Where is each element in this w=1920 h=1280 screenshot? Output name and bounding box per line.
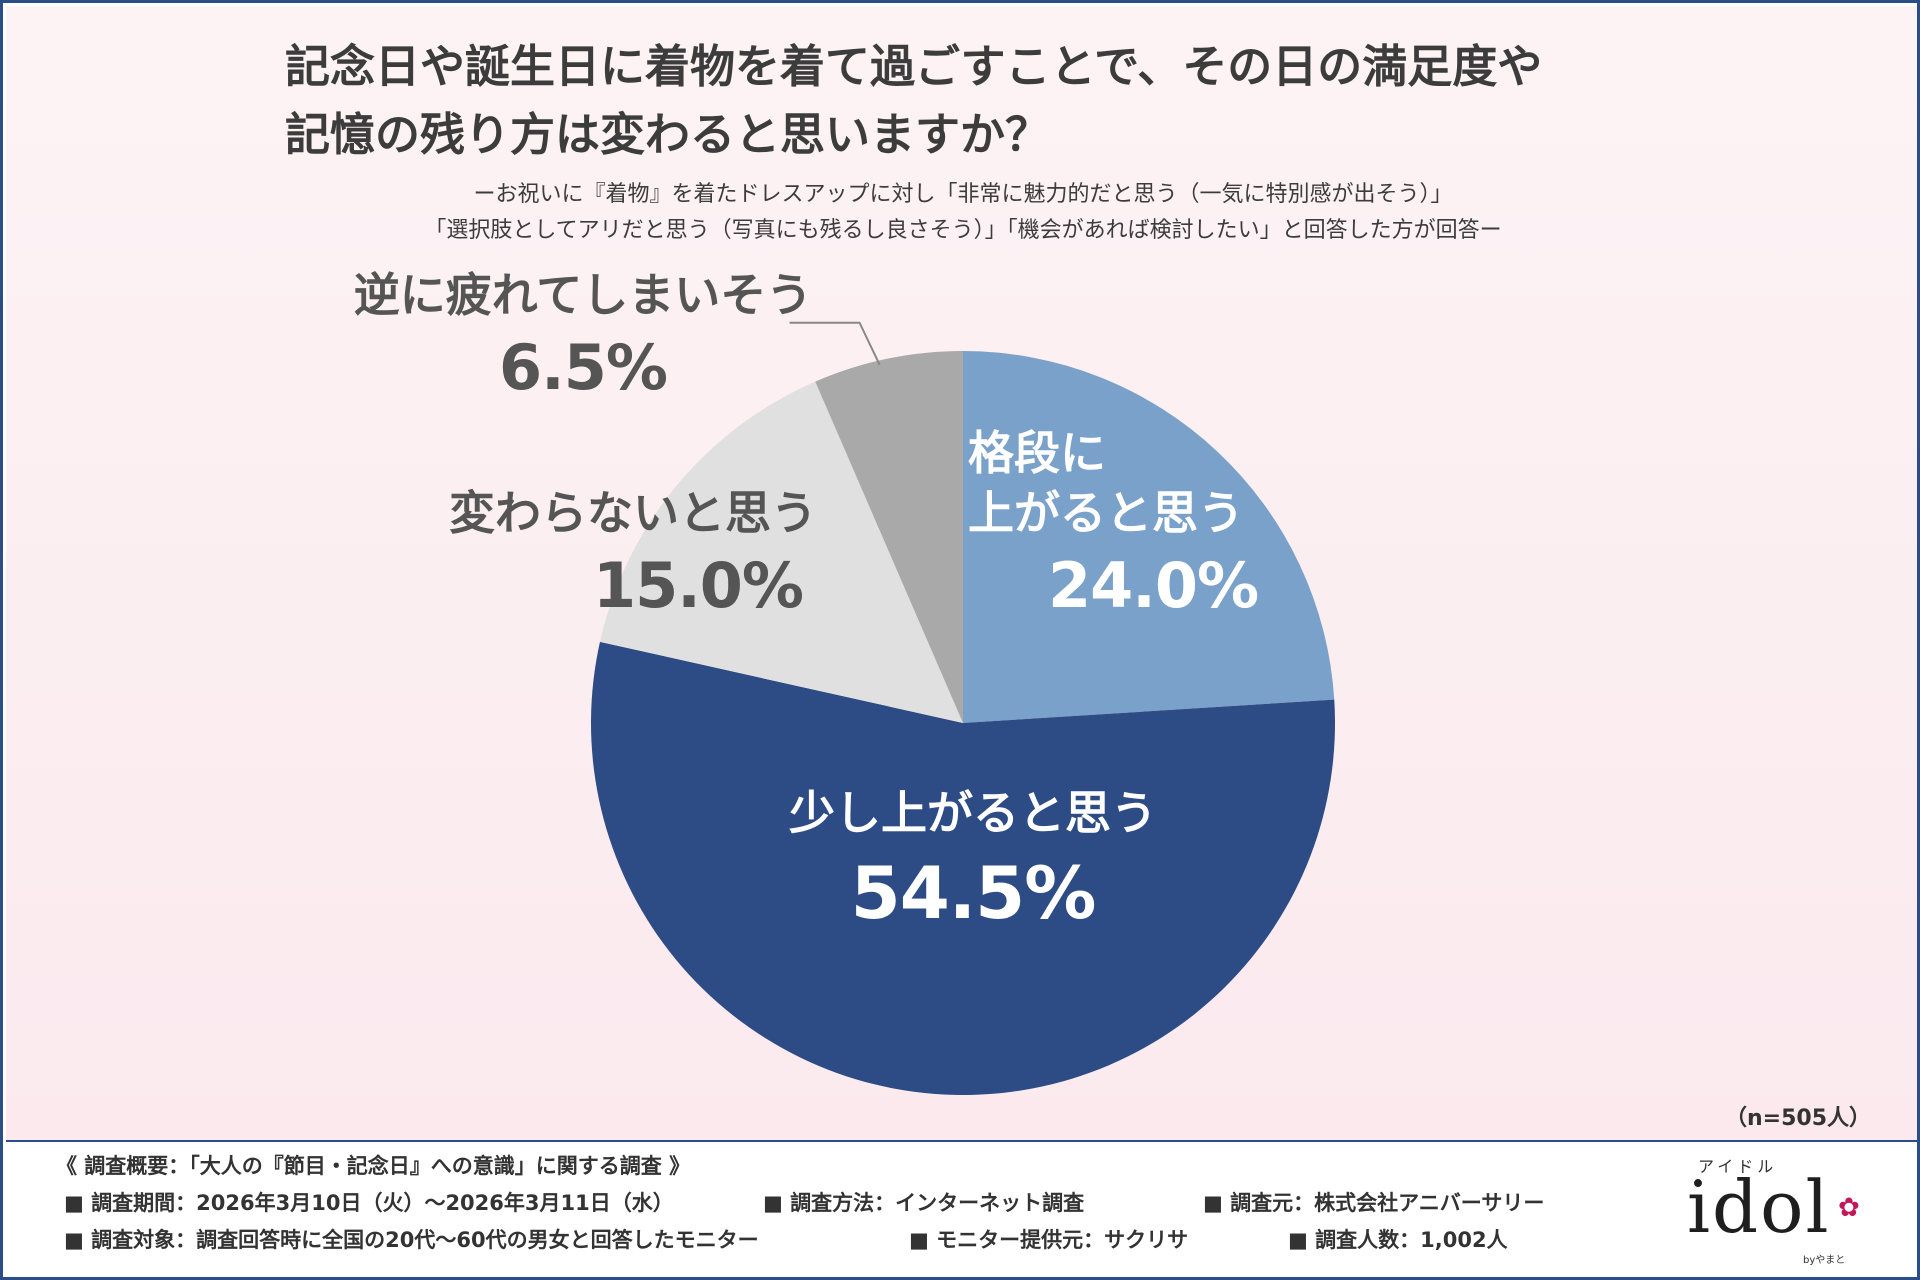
slice-name: 少し上がると思う xyxy=(789,786,1157,840)
logo-kana: アイドル xyxy=(1698,1157,1778,1176)
monitor-provider-text: モニター提供元：サクリサ xyxy=(936,1228,1189,1252)
logo-word: idol xyxy=(1687,1165,1831,1249)
monitor-provider: ■ モニター提供元：サクリサ xyxy=(909,1228,1189,1252)
logo-by: byやまと xyxy=(1803,1255,1846,1266)
subtitle-line-2: 「選択肢としてアリだと思う（写真にも残るし良さそう）」「機会があれば検討したい」… xyxy=(424,218,1502,243)
slice-label-sukoshi: 少し上がると思う 54.5% xyxy=(733,783,1213,943)
slice-kawaranai xyxy=(599,381,963,723)
flower-icon: ✿ xyxy=(1838,1193,1860,1223)
pie-chart xyxy=(591,321,1335,1095)
slice-sukoshi-agaru xyxy=(591,641,1335,1095)
survey-method: ■ 調査方法：インターネット調査 xyxy=(763,1191,1085,1215)
slice-tsukareru xyxy=(815,351,963,723)
slice-kakudan-agaru xyxy=(963,351,1335,723)
sample-size: （n=505人） xyxy=(1725,1106,1872,1131)
slice-value: 54.5% xyxy=(850,851,1097,935)
chart-subtitle: ーお祝いに『着物』を着たドレスアップに対し「非常に魅力的だと思う（一気に特別感が… xyxy=(203,177,1723,249)
leader-line xyxy=(789,321,881,366)
slice-label-kakudan: 格段に 上がると思う 24.0% xyxy=(968,423,1338,629)
survey-method-text: 調査方法：インターネット調査 xyxy=(790,1191,1085,1215)
survey-period-text: 調査期間：2026年3月10日（火）～2026年3月11日（水） xyxy=(91,1191,674,1215)
survey-organizer-text: 調査元：株式会社アニバーサリー xyxy=(1230,1191,1545,1215)
title-line-1: 記念日や誕生日に着物を着て過ごすことで、その日の満足度や xyxy=(285,40,1543,93)
slice-value: 15.0% xyxy=(592,549,804,622)
title-line-2: 記憶の残り方は変わると思いますか？ xyxy=(285,108,1051,161)
idol-logo: アイドル idol ✿ byやまと xyxy=(1673,1151,1873,1271)
subtitle-line-1: ーお祝いに『着物』を着たドレスアップに対し「非常に魅力的だと思う（一気に特別感が… xyxy=(473,182,1453,207)
slice-label-tsukare: 逆に疲れてしまいそう 6.5% xyxy=(303,265,863,411)
survey-count-text: 調査人数：1,002人 xyxy=(1315,1228,1508,1252)
survey-title: 《 調査概要：「大人の『節目・記念日』への意識」に関する調査 》 xyxy=(56,1154,691,1178)
survey-organizer: ■ 調査元：株式会社アニバーサリー xyxy=(1203,1191,1545,1215)
slice-label-kawaranai: 変わらないと思う 15.0% xyxy=(403,483,863,629)
survey-target-text: 調査対象：調査回答時に全国の20代～60代の男女と回答したモニター xyxy=(91,1228,759,1252)
slice-name: 変わらないと思う xyxy=(449,486,817,540)
survey-target: ■ 調査対象：調査回答時に全国の20代～60代の男女と回答したモニター xyxy=(64,1228,759,1252)
slice-name: 上がると思う xyxy=(968,486,1244,540)
survey-count: ■ 調査人数：1,002人 xyxy=(1288,1228,1508,1252)
chart-title: 記念日や誕生日に着物を着て過ごすことで、その日の満足度や 記憶の残り方は変わると… xyxy=(285,33,1685,169)
survey-period: ■ 調査期間：2026年3月10日（火）～2026年3月11日（水） xyxy=(64,1191,674,1215)
slice-name: 逆に疲れてしまいそう xyxy=(353,268,813,322)
slice-value: 24.0% xyxy=(1048,549,1259,622)
slice-value: 6.5% xyxy=(499,331,668,404)
footer: 《 調査概要：「大人の『節目・記念日』への意識」に関する調査 》 ■ 調査期間：… xyxy=(6,1140,1917,1277)
slice-name: 格段に xyxy=(968,426,1106,480)
